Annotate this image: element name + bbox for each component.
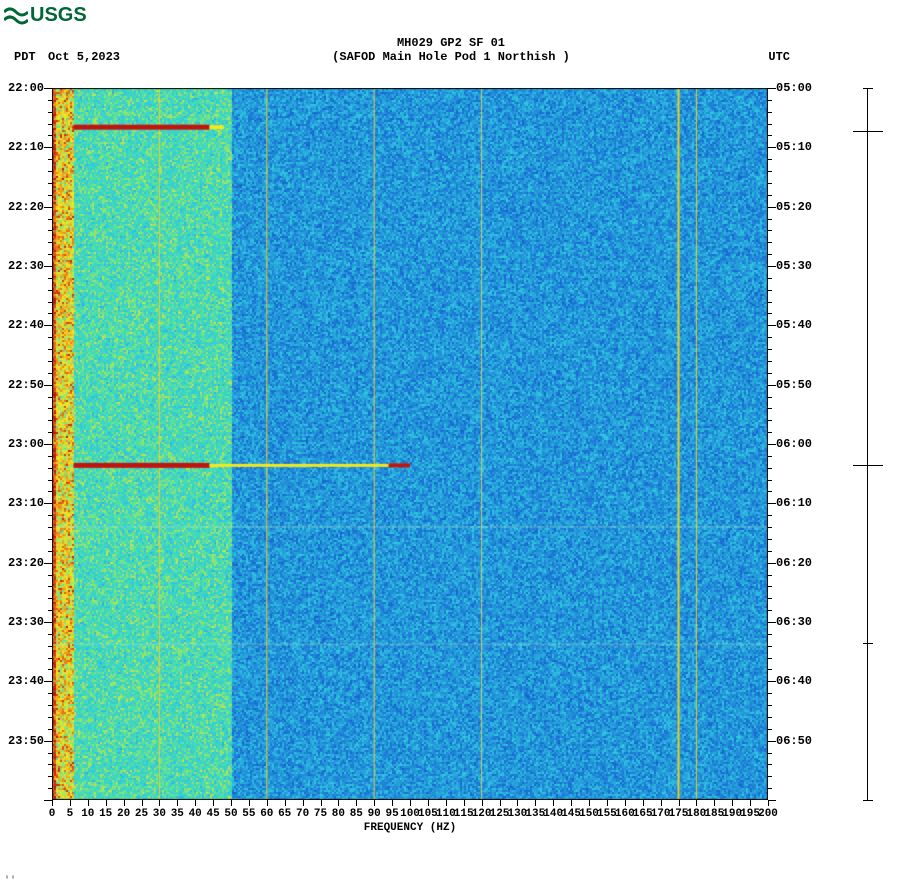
- usgs-logo-text: USGS: [30, 4, 87, 27]
- ytick-right: 05:20: [776, 200, 812, 214]
- ytick-left: 23:10: [8, 496, 44, 510]
- xtick: 75: [314, 808, 327, 820]
- xtick: 90: [368, 808, 381, 820]
- ytick-left: 22:00: [8, 81, 44, 95]
- xtick: 80: [332, 808, 345, 820]
- xtick: 30: [153, 808, 166, 820]
- left-timezone: PDT: [14, 50, 36, 64]
- ytick-left: 23:50: [8, 734, 44, 748]
- chart-title: MH029 GP2 SF 01: [0, 36, 902, 50]
- xtick: 185: [704, 808, 724, 820]
- xtick: 20: [117, 808, 130, 820]
- right-timezone: UTC: [768, 50, 790, 64]
- xtick: 110: [436, 808, 456, 820]
- xtick: 25: [135, 808, 148, 820]
- ytick-left: 22:30: [8, 259, 44, 273]
- xtick: 180: [686, 808, 706, 820]
- xtick: 95: [385, 808, 398, 820]
- xtick: 105: [418, 808, 438, 820]
- xtick: 170: [651, 808, 671, 820]
- ytick-right: 06:10: [776, 496, 812, 510]
- ytick-right: 05:00: [776, 81, 812, 95]
- xtick: 50: [224, 808, 237, 820]
- usgs-wave-icon: [4, 6, 28, 26]
- xtick: 70: [296, 808, 309, 820]
- xtick: 140: [543, 808, 563, 820]
- ytick-right: 05:50: [776, 378, 812, 392]
- xaxis-label: FREQUENCY (HZ): [52, 822, 768, 834]
- xtick: 130: [507, 808, 527, 820]
- ytick-left: 22:40: [8, 318, 44, 332]
- xtick: 200: [758, 808, 778, 820]
- ytick-right: 06:50: [776, 734, 812, 748]
- footer-mark: '': [4, 876, 16, 887]
- xtick: 120: [472, 808, 492, 820]
- xaxis-tick-labels: 0510152025303540455055606570758085909510…: [52, 808, 768, 822]
- ytick-left: 23:20: [8, 556, 44, 570]
- xtick: 45: [206, 808, 219, 820]
- xtick: 115: [454, 808, 474, 820]
- xtick: 5: [67, 808, 74, 820]
- header-date: Oct 5,2023: [48, 50, 120, 64]
- usgs-logo: USGS: [4, 4, 87, 27]
- xtick: 195: [740, 808, 760, 820]
- xtick: 165: [633, 808, 653, 820]
- xtick: 150: [579, 808, 599, 820]
- ytick-left: 23:30: [8, 615, 44, 629]
- sidecol-axis-line: [867, 88, 868, 800]
- xtick: 10: [81, 808, 94, 820]
- xtick: 135: [525, 808, 545, 820]
- xtick: 35: [171, 808, 184, 820]
- ytick-left: 22:10: [8, 140, 44, 154]
- xtick: 60: [260, 808, 273, 820]
- xtick: 190: [722, 808, 742, 820]
- ytick-right: 06:30: [776, 615, 812, 629]
- xtick: 100: [400, 808, 420, 820]
- sidecol-event-marker: [853, 465, 883, 466]
- ytick-right: 06:40: [776, 674, 812, 688]
- sidecol-event-marker: [853, 131, 883, 132]
- xaxis-tickmarks: [52, 800, 768, 808]
- sidecol-blip: [863, 88, 873, 89]
- xtick: 40: [189, 808, 202, 820]
- xtick: 0: [49, 808, 56, 820]
- ytick-right: 06:20: [776, 556, 812, 570]
- xtick: 175: [669, 808, 689, 820]
- xtick: 125: [490, 808, 510, 820]
- sidecol-blip: [863, 800, 873, 801]
- sidecol-blip: [863, 643, 873, 644]
- ytick-left: 22:50: [8, 378, 44, 392]
- xtick: 160: [615, 808, 635, 820]
- xtick: 65: [278, 808, 291, 820]
- ytick-left: 23:00: [8, 437, 44, 451]
- yaxis-labels: 22:0005:0022:1005:1022:2005:2022:3005:30…: [0, 88, 902, 800]
- ytick-right: 05:10: [776, 140, 812, 154]
- xtick: 55: [242, 808, 255, 820]
- ytick-left: 23:40: [8, 674, 44, 688]
- ytick-left: 22:20: [8, 200, 44, 214]
- xtick: 155: [597, 808, 617, 820]
- chart-subtitle: (SAFOD Main Hole Pod 1 Northish ): [0, 50, 902, 64]
- ytick-right: 06:00: [776, 437, 812, 451]
- ytick-right: 05:40: [776, 318, 812, 332]
- xtick: 145: [561, 808, 581, 820]
- xtick: 85: [350, 808, 363, 820]
- xtick: 15: [99, 808, 112, 820]
- ytick-right: 05:30: [776, 259, 812, 273]
- side-column: [845, 88, 895, 800]
